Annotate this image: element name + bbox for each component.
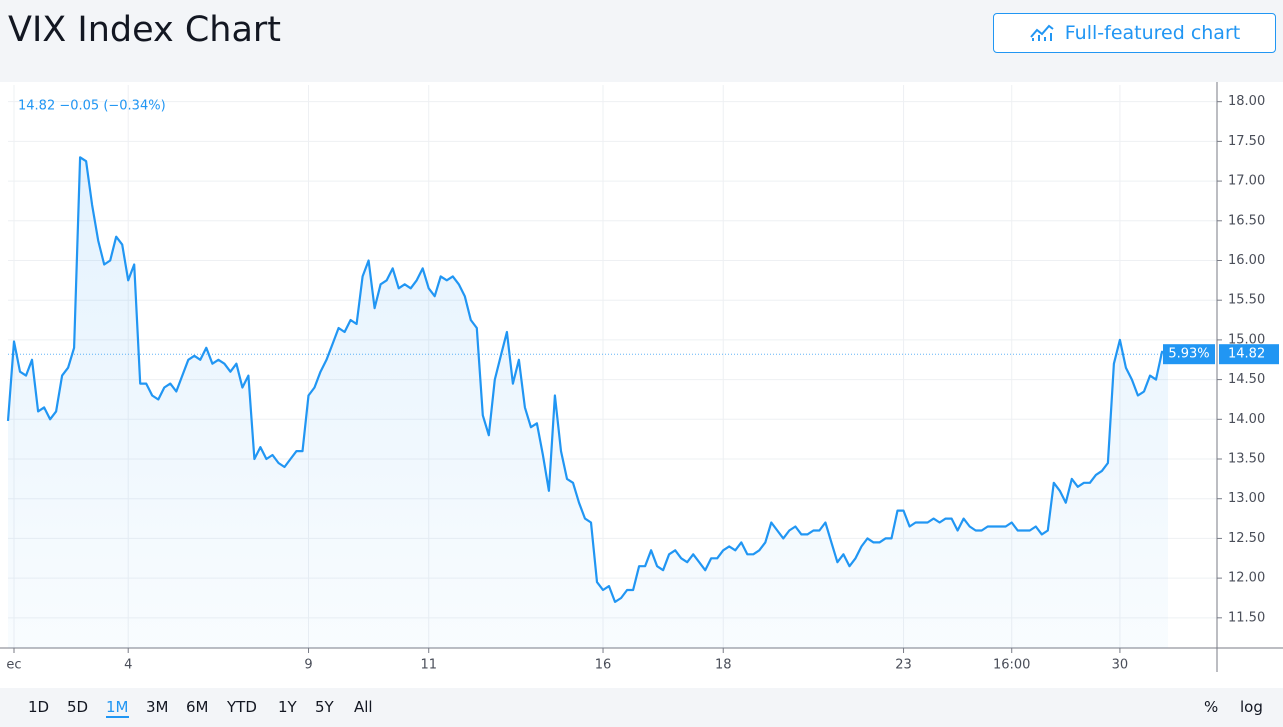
x-tick-label: 23 bbox=[895, 658, 912, 673]
x-tick-label: 4 bbox=[124, 658, 132, 673]
y-tick-label: 16.50 bbox=[1228, 213, 1265, 228]
y-tick-label: 12.00 bbox=[1228, 571, 1265, 586]
x-tick-label: 30 bbox=[1112, 658, 1129, 673]
range-button[interactable]: YTD bbox=[227, 698, 257, 716]
x-tick-label: 11 bbox=[420, 658, 437, 673]
x-tick-label: ec bbox=[6, 658, 21, 673]
y-tick-label: 14.50 bbox=[1228, 372, 1265, 387]
x-tick-label: 16 bbox=[595, 658, 612, 673]
full-chart-button[interactable]: Full-featured chart bbox=[993, 13, 1276, 53]
y-tick-label: 12.50 bbox=[1228, 531, 1265, 546]
page-title: VIX Index Chart bbox=[8, 10, 282, 50]
option-button[interactable]: log bbox=[1240, 698, 1263, 716]
chart: 11.50 12.00 12.50 13.00 13.50 14.00 14.50 15.00… bbox=[0, 82, 1283, 688]
range-button[interactable]: 5D bbox=[67, 698, 89, 716]
chart-icon bbox=[1030, 24, 1054, 41]
y-tick-label: 13.50 bbox=[1228, 452, 1265, 467]
range-button[interactable]: 5Y bbox=[315, 698, 334, 716]
percent-tag-bg bbox=[1163, 344, 1215, 365]
x-tick-label: 16:00 bbox=[993, 658, 1030, 673]
price-tag-bg bbox=[1219, 344, 1279, 365]
y-tick-label: 16.00 bbox=[1228, 253, 1265, 268]
area bbox=[8, 157, 1168, 649]
percent-tag: 5.93% bbox=[1168, 347, 1209, 362]
price-line bbox=[6, 156, 1169, 603]
button-label: Full-featured chart bbox=[1064, 22, 1241, 44]
range-button[interactable]: All bbox=[354, 698, 373, 716]
y-tick-label: 17.00 bbox=[1228, 174, 1265, 189]
y-tick-label: 17.50 bbox=[1228, 134, 1265, 149]
y-tick-label: 13.00 bbox=[1228, 491, 1265, 506]
range-button[interactable]: 3M bbox=[146, 698, 169, 716]
range-button[interactable]: 1Y bbox=[278, 698, 297, 716]
y-tick-label: 11.50 bbox=[1228, 610, 1265, 625]
option-button[interactable]: % bbox=[1204, 698, 1219, 716]
price-tag: 14.82 bbox=[1228, 347, 1265, 362]
x-tick-label: 9 bbox=[304, 658, 312, 673]
quote: 14.82 −0.05 (−0.34%) bbox=[18, 99, 166, 114]
y-tick-label: 14.00 bbox=[1228, 412, 1265, 427]
y-tick-label: 15.50 bbox=[1228, 293, 1265, 308]
y-tick-label: 15.00 bbox=[1228, 332, 1265, 347]
range-button[interactable]: 1D bbox=[28, 698, 50, 716]
range-button[interactable]: 6M bbox=[186, 698, 209, 716]
toolbar: 1D 5D 1M 3M 6M YTD 1Y 5Y All% log bbox=[0, 688, 1283, 727]
x-tick-label: 18 bbox=[715, 658, 732, 673]
y-tick-label: 18.00 bbox=[1228, 94, 1265, 109]
range-button[interactable]: 1M bbox=[106, 698, 129, 718]
